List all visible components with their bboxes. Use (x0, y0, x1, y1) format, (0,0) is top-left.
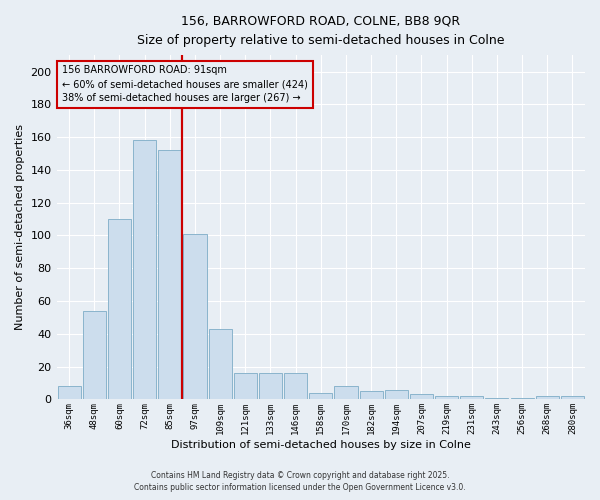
X-axis label: Distribution of semi-detached houses by size in Colne: Distribution of semi-detached houses by … (171, 440, 471, 450)
Bar (158, 150, 181, 400)
Bar (284, 373, 307, 400)
Bar (184, 234, 206, 400)
Bar (309, 393, 332, 400)
Bar (209, 329, 232, 400)
Bar (511, 398, 533, 400)
Text: Contains HM Land Registry data © Crown copyright and database right 2025.
Contai: Contains HM Land Registry data © Crown c… (134, 471, 466, 492)
Title: 156, BARROWFORD ROAD, COLNE, BB8 9QR
Size of property relative to semi-detached : 156, BARROWFORD ROAD, COLNE, BB8 9QR Siz… (137, 15, 505, 47)
Bar (83, 311, 106, 400)
Text: 156 BARROWFORD ROAD: 91sqm
← 60% of semi-detached houses are smaller (424)
38% o: 156 BARROWFORD ROAD: 91sqm ← 60% of semi… (62, 66, 308, 104)
Bar (359, 391, 383, 400)
Bar (485, 398, 508, 400)
Bar (385, 390, 408, 400)
Bar (234, 373, 257, 400)
Bar (536, 396, 559, 400)
Bar (58, 386, 80, 400)
Bar (259, 373, 282, 400)
Bar (460, 396, 484, 400)
Bar (108, 219, 131, 400)
Bar (435, 396, 458, 400)
Y-axis label: Number of semi-detached properties: Number of semi-detached properties (15, 124, 25, 330)
Bar (410, 394, 433, 400)
Bar (334, 386, 358, 400)
Bar (133, 140, 156, 400)
Bar (561, 396, 584, 400)
